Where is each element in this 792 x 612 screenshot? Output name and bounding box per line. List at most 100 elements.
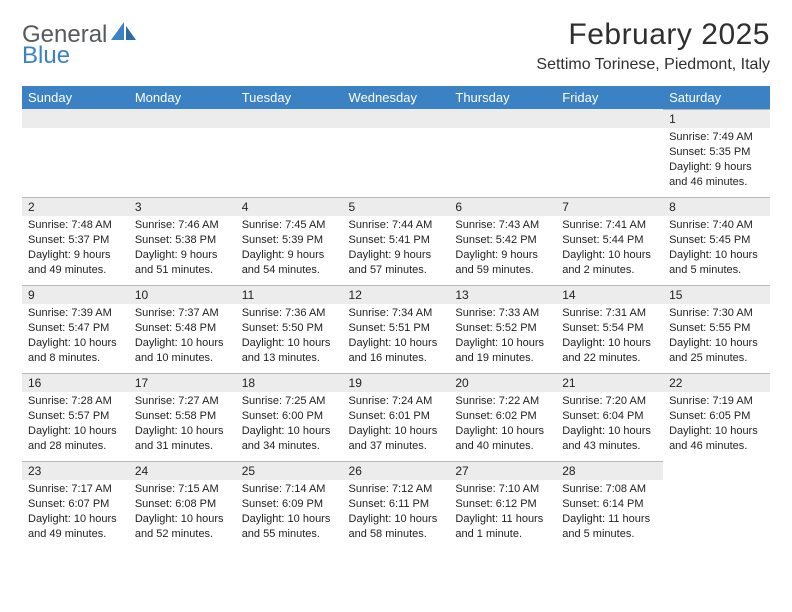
day-body: Sunrise: 7:28 AMSunset: 5:57 PMDaylight:… [22,392,129,457]
sail-icon [111,22,137,42]
sunset-text: Sunset: 5:38 PM [135,233,230,248]
header: General Blue February 2025 Settimo Torin… [22,18,770,74]
calendar-day: 9Sunrise: 7:39 AMSunset: 5:47 PMDaylight… [22,285,129,373]
sunrise-text: Sunrise: 7:48 AM [28,218,123,233]
sunrise-text: Sunrise: 7:28 AM [28,394,123,409]
day-body: Sunrise: 7:27 AMSunset: 5:58 PMDaylight:… [129,392,236,457]
dow-thursday: Thursday [449,86,556,109]
calendar-day: 16Sunrise: 7:28 AMSunset: 5:57 PMDayligh… [22,373,129,461]
daylight-text: Daylight: 9 hours and 59 minutes. [455,248,550,278]
day-number: 28 [556,461,663,480]
calendar-day: 21Sunrise: 7:20 AMSunset: 6:04 PMDayligh… [556,373,663,461]
dow-saturday: Saturday [663,86,770,109]
day-body: Sunrise: 7:45 AMSunset: 5:39 PMDaylight:… [236,216,343,281]
day-body: Sunrise: 7:41 AMSunset: 5:44 PMDaylight:… [556,216,663,281]
daylight-text: Daylight: 9 hours and 54 minutes. [242,248,337,278]
day-body: Sunrise: 7:25 AMSunset: 6:00 PMDaylight:… [236,392,343,457]
day-number: 12 [343,285,450,304]
sunrise-text: Sunrise: 7:15 AM [135,482,230,497]
sunrise-text: Sunrise: 7:46 AM [135,218,230,233]
daylight-text: Daylight: 10 hours and 8 minutes. [28,336,123,366]
day-number [449,109,556,128]
day-of-week-row: Sunday Monday Tuesday Wednesday Thursday… [22,86,770,109]
day-body: Sunrise: 7:40 AMSunset: 5:45 PMDaylight:… [663,216,770,281]
calendar-day: 28 Sunrise: 7:08 AMSunset: 6:14 PMDayligh… [556,461,663,549]
sunset-text: Sunset: 5:45 PM [669,233,764,248]
day-body: Sunrise: 7:22 AMSunset: 6:02 PMDaylight:… [449,392,556,457]
calendar-day: 22Sunrise: 7:19 AMSunset: 6:05 PMDayligh… [663,373,770,461]
day-number: 2 [22,197,129,216]
sunset-text: Sunset: 6:04 PM [562,409,657,424]
sunrise-text: Sunrise: 7:12 AM [349,482,444,497]
logo: General Blue [22,18,137,68]
day-number: 7 [556,197,663,216]
calendar-week-row: 23Sunrise: 7:17 AMSunset: 6:07 PMDayligh… [22,461,770,549]
day-number [236,109,343,128]
calendar-day: 20Sunrise: 7:22 AMSunset: 6:02 PMDayligh… [449,373,556,461]
day-number: 18 [236,373,343,392]
day-number: 14 [556,285,663,304]
sunrise-text: Sunrise: 7:08 AM [562,482,657,497]
sunrise-text: Sunrise: 7:41 AM [562,218,657,233]
daylight-text: Daylight: 10 hours and 34 minutes. [242,424,337,454]
sunrise-text: Sunrise: 7:43 AM [455,218,550,233]
sunrise-text: Sunrise: 7:45 AM [242,218,337,233]
daylight-text: Daylight: 11 hours and 5 minutes. [562,512,657,542]
sunset-text: Sunset: 6:02 PM [455,409,550,424]
daylight-text: Daylight: 10 hours and 55 minutes. [242,512,337,542]
calendar-week-row: 1Sunrise: 7:49 AMSunset: 5:35 PMDaylight… [22,109,770,197]
day-body: Sunrise: 7:20 AMSunset: 6:04 PMDaylight:… [556,392,663,457]
calendar-day: 5Sunrise: 7:44 AMSunset: 5:41 PMDaylight… [343,197,450,285]
sunset-text: Sunset: 5:39 PM [242,233,337,248]
daylight-text: Daylight: 10 hours and 13 minutes. [242,336,337,366]
daylight-text: Daylight: 10 hours and 37 minutes. [349,424,444,454]
sunset-text: Sunset: 5:44 PM [562,233,657,248]
day-number [129,109,236,128]
sunrise-text: Sunrise: 7:10 AM [455,482,550,497]
sunset-text: Sunset: 5:50 PM [242,321,337,336]
calendar-day-empty [343,109,450,197]
day-body: Sunrise: 7:33 AMSunset: 5:52 PMDaylight:… [449,304,556,369]
month-title: February 2025 [536,18,770,52]
sunrise-text: Sunrise: 7:14 AM [242,482,337,497]
day-number: 3 [129,197,236,216]
sunset-text: Sunset: 5:35 PM [669,145,764,160]
sunset-text: Sunset: 6:12 PM [455,497,550,512]
daylight-text: Daylight: 10 hours and 25 minutes. [669,336,764,366]
sunrise-text: Sunrise: 7:34 AM [349,306,444,321]
day-number: 5 [343,197,450,216]
daylight-text: Daylight: 9 hours and 49 minutes. [28,248,123,278]
calendar-day: 8Sunrise: 7:40 AMSunset: 5:45 PMDaylight… [663,197,770,285]
day-body: Sunrise: 7:31 AMSunset: 5:54 PMDaylight:… [556,304,663,369]
day-body: Sunrise: 7:19 AMSunset: 6:05 PMDaylight:… [663,392,770,457]
calendar-day: 17Sunrise: 7:27 AMSunset: 5:58 PMDayligh… [129,373,236,461]
daylight-text: Daylight: 10 hours and 5 minutes. [669,248,764,278]
day-number [22,109,129,128]
sunset-text: Sunset: 5:42 PM [455,233,550,248]
dow-sunday: Sunday [22,86,129,109]
day-body: Sunrise: 7:37 AMSunset: 5:48 PMDaylight:… [129,304,236,369]
day-number: 22 [663,373,770,392]
sunset-text: Sunset: 5:58 PM [135,409,230,424]
dow-wednesday: Wednesday [343,86,450,109]
day-body: Sunrise: 7:15 AMSunset: 6:08 PMDaylight:… [129,480,236,545]
sunrise-text: Sunrise: 7:20 AM [562,394,657,409]
sunset-text: Sunset: 6:14 PM [562,497,657,512]
sunset-text: Sunset: 6:11 PM [349,497,444,512]
calendar-body: 1Sunrise: 7:49 AMSunset: 5:35 PMDaylight… [22,109,770,549]
day-number: 15 [663,285,770,304]
calendar-day: 14Sunrise: 7:31 AMSunset: 5:54 PMDayligh… [556,285,663,373]
calendar-day: 18Sunrise: 7:25 AMSunset: 6:00 PMDayligh… [236,373,343,461]
sunset-text: Sunset: 5:51 PM [349,321,444,336]
sunrise-text: Sunrise: 7:27 AM [135,394,230,409]
day-number: 9 [22,285,129,304]
day-number [343,109,450,128]
day-number: 24 [129,461,236,480]
sunset-text: Sunset: 6:07 PM [28,497,123,512]
calendar-day: 15Sunrise: 7:30 AMSunset: 5:55 PMDayligh… [663,285,770,373]
calendar-day: 12Sunrise: 7:34 AMSunset: 5:51 PMDayligh… [343,285,450,373]
day-number: 4 [236,197,343,216]
calendar-day-empty [236,109,343,197]
sunset-text: Sunset: 5:55 PM [669,321,764,336]
day-number: 23 [22,461,129,480]
